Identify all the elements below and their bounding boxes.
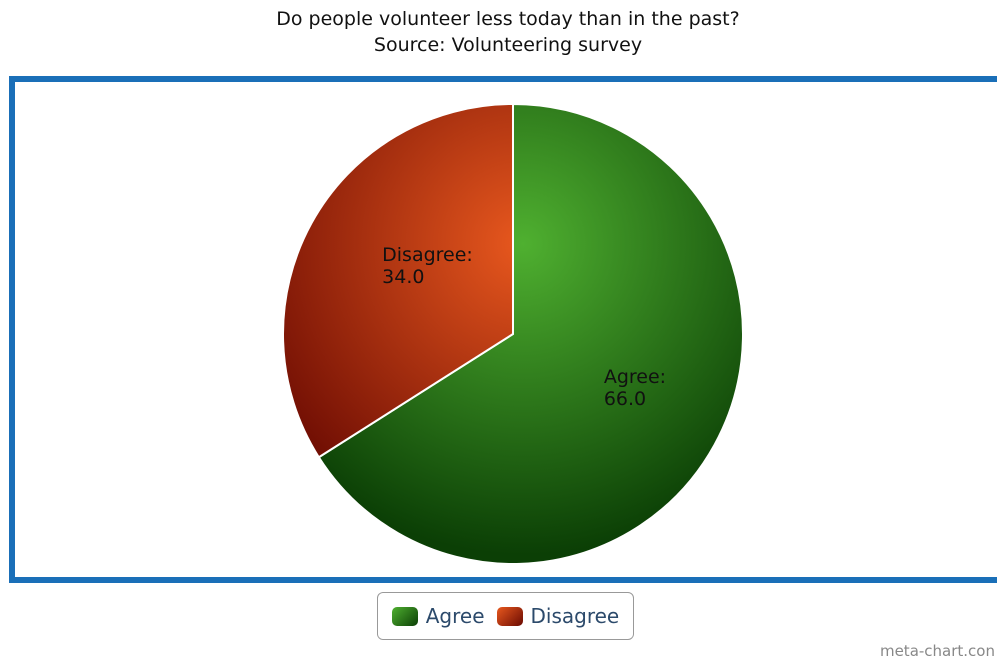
watermark: meta-chart.con (879, 642, 995, 660)
legend-label-disagree: Disagree (530, 604, 620, 628)
legend-swatch-disagree (496, 606, 523, 626)
legend-item-agree[interactable]: Agree (391, 604, 485, 628)
data-label-disagree: Disagree: 34.0 (382, 244, 473, 288)
chart-title-block: Do people volunteer less today than in t… (0, 6, 997, 58)
data-label-agree: Agree: 66.0 (604, 366, 666, 410)
legend-label-agree: Agree (425, 604, 485, 628)
chart-title: Do people volunteer less today than in t… (276, 8, 740, 30)
legend: Agree Disagree (377, 592, 634, 640)
pie-slice-disagree[interactable] (282, 102, 514, 459)
pie-slice-agree[interactable] (317, 102, 744, 565)
pie-chart: Agree: 66.0 Disagree: 34.0 (282, 102, 744, 565)
legend-swatch-agree (391, 606, 418, 626)
chart-subtitle: Source: Volunteering survey (373, 34, 643, 56)
plot-frame: Agree: 66.0 Disagree: 34.0 (9, 76, 997, 583)
legend-item-disagree[interactable]: Disagree (496, 604, 620, 628)
